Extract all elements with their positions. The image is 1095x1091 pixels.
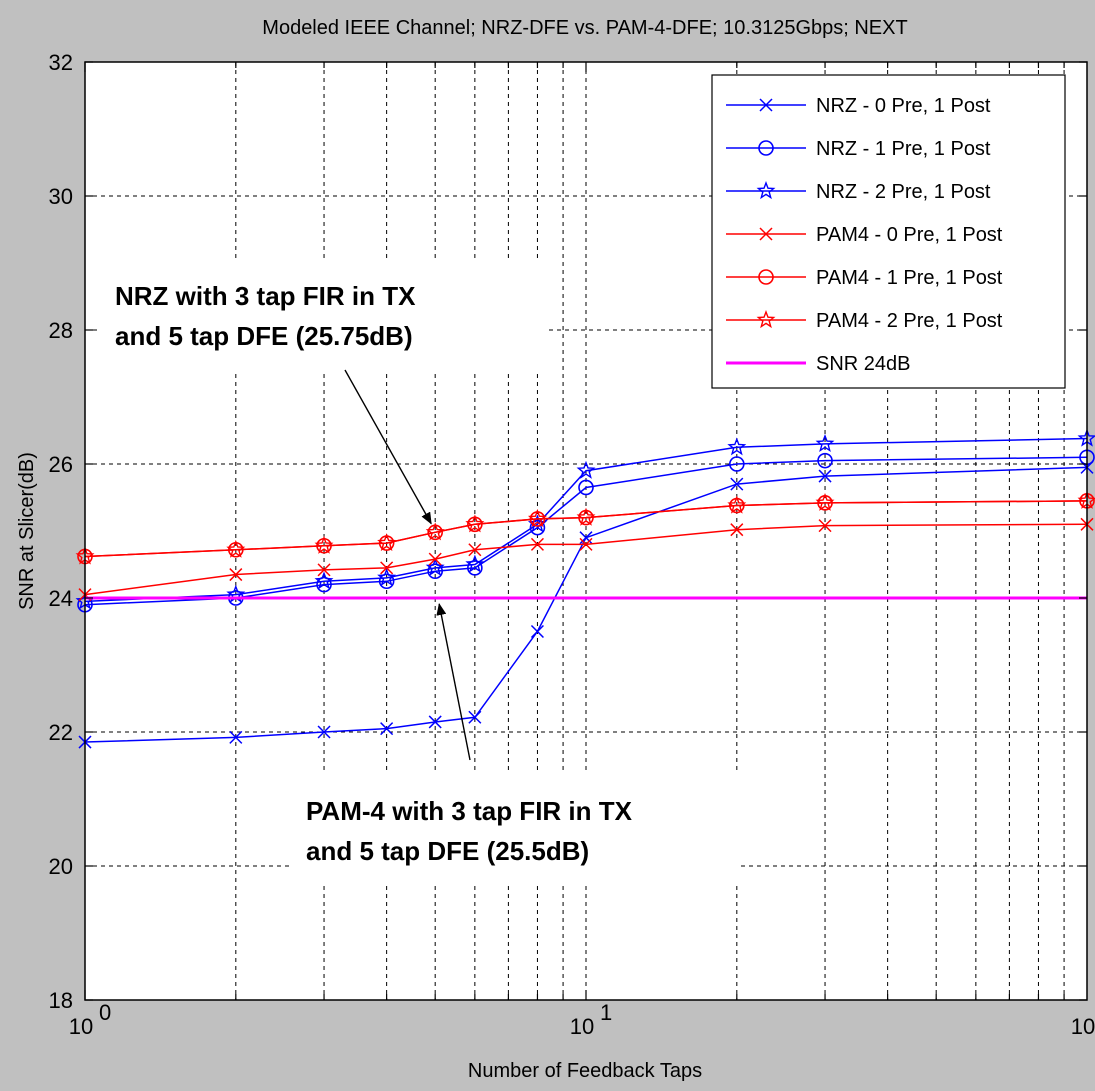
y-tick-label: 30 — [49, 184, 73, 209]
y-tick-label: 32 — [49, 50, 73, 75]
y-tick-label: 20 — [49, 854, 73, 879]
legend-label: NRZ - 1 Pre, 1 Post — [816, 138, 991, 160]
annotation-box — [100, 262, 548, 370]
y-axis-label: SNR at Slicer(dB) — [16, 452, 38, 610]
legend-label: PAM4 - 0 Pre, 1 Post — [816, 224, 1003, 246]
annotation-text: and 5 tap DFE (25.5dB) — [306, 836, 589, 866]
annotation-text: NRZ with 3 tap FIR in TX — [115, 281, 416, 311]
y-tick-label: 18 — [49, 988, 73, 1013]
x-tick-exponent: 1 — [600, 1000, 612, 1025]
legend-label: PAM4 - 1 Pre, 1 Post — [816, 267, 1003, 289]
y-tick-label: 28 — [49, 318, 73, 343]
x-tick-label: 10 — [570, 1014, 594, 1039]
x-tick-exponent: 0 — [99, 1000, 111, 1025]
y-tick-label: 24 — [49, 586, 73, 611]
annotation-text: PAM-4 with 3 tap FIR in TX — [306, 796, 633, 826]
legend-label: NRZ - 0 Pre, 1 Post — [816, 95, 991, 117]
annotation-text: and 5 tap DFE (25.75dB) — [115, 321, 413, 351]
chart-title: Modeled IEEE Channel; NRZ-DFE vs. PAM-4-… — [262, 17, 907, 39]
x-tick-label: 10 — [69, 1014, 93, 1039]
x-axis-label: Number of Feedback Taps — [468, 1060, 702, 1082]
legend-label: NRZ - 2 Pre, 1 Post — [816, 181, 991, 203]
y-tick-label: 22 — [49, 720, 73, 745]
annotation-box — [292, 772, 738, 884]
legend-label: SNR 24dB — [816, 353, 911, 375]
x-tick-label: 10 — [1071, 1014, 1095, 1039]
legend-label: PAM4 - 2 Pre, 1 Post — [816, 310, 1003, 332]
legend: NRZ - 0 Pre, 1 Post NRZ - 1 Pre, 1 Post NR… — [712, 75, 1065, 388]
y-tick-label: 26 — [49, 452, 73, 477]
